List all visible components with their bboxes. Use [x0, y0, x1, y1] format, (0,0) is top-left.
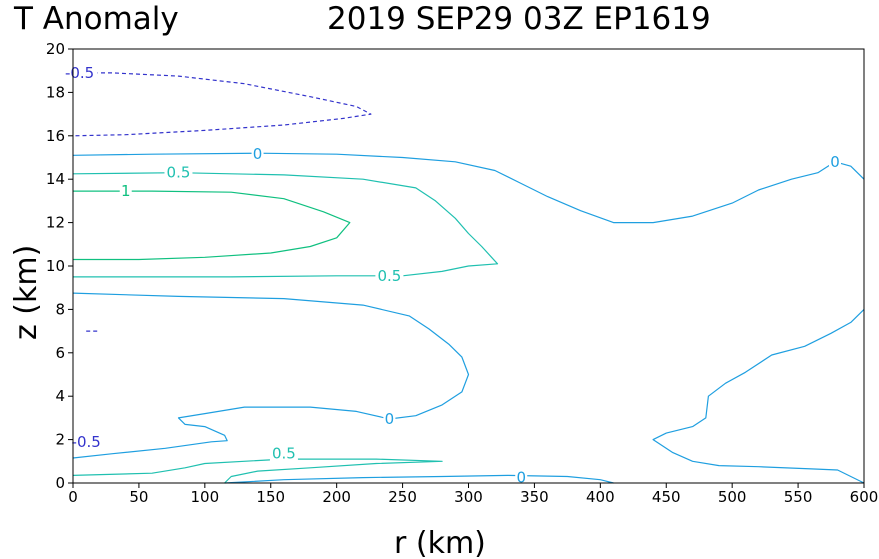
contour-labels: -0.5 0 0.5 1 0 0.5 0 -0.5 0.5 0 — [61, 64, 841, 487]
contour-line — [72, 172, 499, 278]
y-tick-label: 2 — [55, 431, 65, 449]
chart-title-left: T Anomaly — [13, 1, 179, 37]
x-tick-label: 400 — [586, 488, 615, 506]
y-tick-label: 16 — [46, 127, 65, 145]
y-tick-label: 6 — [55, 344, 65, 362]
contour-lines — [72, 72, 865, 484]
y-tick-label: 20 — [46, 40, 65, 58]
contour-label: 0 — [830, 153, 840, 171]
x-tick-label: 350 — [520, 488, 549, 506]
y-axis-ticks: 0 2 4 6 8 10 12 14 16 18 20 — [46, 40, 73, 492]
x-axis-ticks: 0 50 100 150 200 250 300 350 400 450 500 550 600 — [68, 483, 878, 506]
contour-label: 0 — [385, 410, 395, 428]
contour-label: 0.5 — [272, 445, 296, 463]
y-tick-label: 4 — [55, 387, 65, 405]
contour-line — [652, 308, 865, 484]
x-tick-label: 150 — [256, 488, 285, 506]
contour-line — [72, 72, 372, 137]
x-tick-label: 200 — [322, 488, 351, 506]
chart-title-right: 2019 SEP29 03Z EP1619 — [327, 1, 711, 37]
contour-label-bg — [269, 445, 298, 461]
contour-label-bg — [61, 64, 98, 80]
contour-line — [72, 152, 865, 224]
contour-label-bg — [119, 183, 132, 199]
contour-label: -0.5 — [65, 64, 94, 82]
contour-label-bg — [164, 164, 193, 180]
contour-label: 0.5 — [377, 267, 401, 285]
contour-label: 0 — [516, 469, 526, 487]
contour-line — [73, 190, 351, 261]
y-tick-label: 10 — [46, 257, 65, 275]
x-tick-label: 50 — [129, 488, 148, 506]
contour-line — [72, 458, 443, 484]
x-axis-label: r (km) — [394, 526, 486, 559]
contour-label: 1 — [121, 182, 131, 200]
x-tick-label: 450 — [652, 488, 681, 506]
x-tick-label: 100 — [191, 488, 220, 506]
x-tick-label: 0 — [68, 488, 78, 506]
contour-label: 0 — [253, 145, 263, 163]
contour-line — [72, 292, 470, 459]
y-tick-label: 14 — [46, 170, 65, 188]
contour-label-bg — [383, 410, 396, 426]
contour-label-bg — [68, 433, 105, 449]
y-tick-label: 18 — [46, 83, 65, 101]
contour-label-bg — [515, 469, 528, 485]
x-tick-label: 300 — [454, 488, 483, 506]
contour-label-bg — [375, 267, 404, 283]
contour-label: 0.5 — [167, 164, 191, 182]
x-tick-label: 250 — [388, 488, 417, 506]
contour-label: -0.5 — [72, 433, 101, 451]
x-tick-label: 550 — [784, 488, 813, 506]
contour-label-bg — [251, 146, 264, 162]
y-tick-label: 0 — [55, 474, 65, 492]
x-tick-label: 600 — [850, 488, 879, 506]
y-tick-label: 8 — [55, 300, 65, 318]
y-axis-label: z (km) — [9, 245, 44, 340]
contour-label-bg — [828, 153, 841, 169]
contour-line — [224, 474, 614, 484]
y-tick-label: 12 — [46, 214, 65, 232]
x-tick-label: 500 — [718, 488, 747, 506]
